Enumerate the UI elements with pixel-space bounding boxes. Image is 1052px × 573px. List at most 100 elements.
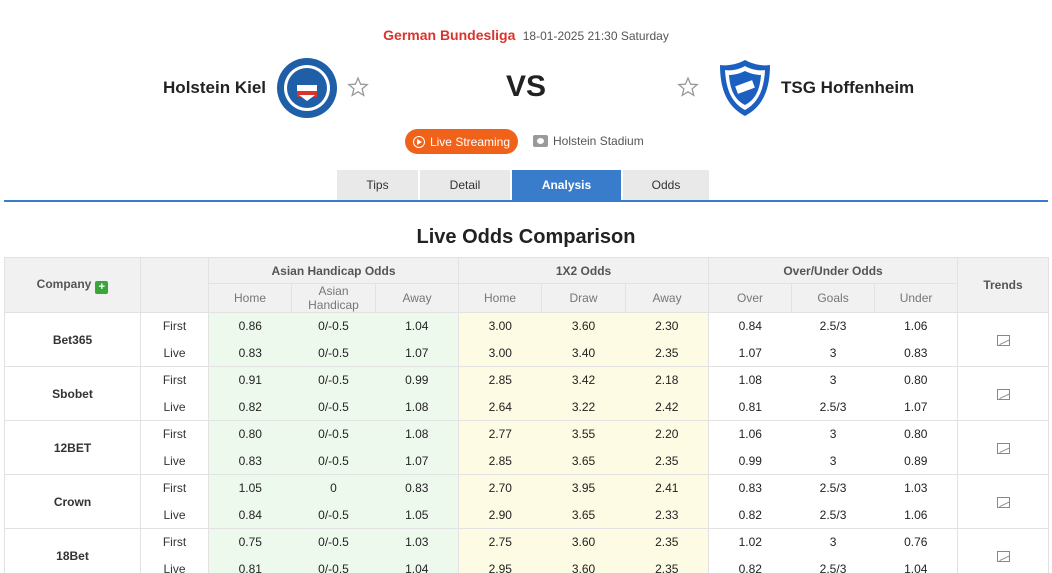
odds-value[interactable]: 2.95 xyxy=(458,555,542,573)
odds-value[interactable]: 0.81 xyxy=(708,393,792,421)
trend-cell[interactable] xyxy=(957,366,1050,421)
odds-value[interactable]: 1.08 xyxy=(375,420,459,448)
trend-chart-icon[interactable] xyxy=(996,551,1010,563)
odds-value[interactable]: 0.82 xyxy=(208,393,292,421)
odds-value[interactable]: 2.64 xyxy=(458,393,542,421)
odds-value[interactable]: 2.90 xyxy=(458,501,542,529)
odds-value[interactable]: 0.84 xyxy=(708,312,792,340)
odds-value[interactable]: 2.75 xyxy=(458,528,542,556)
odds-value[interactable]: 3.00 xyxy=(458,339,542,367)
odds-value[interactable]: 0.83 xyxy=(375,474,459,502)
odds-value[interactable]: 3.00 xyxy=(458,312,542,340)
odds-value[interactable]: 3.65 xyxy=(541,501,626,529)
odds-value[interactable]: 0/-0.5 xyxy=(291,366,376,394)
odds-value[interactable]: 3.40 xyxy=(541,339,626,367)
odds-value[interactable]: 0.89 xyxy=(874,447,958,475)
odds-value[interactable]: 2.35 xyxy=(625,447,709,475)
odds-value[interactable]: 3.60 xyxy=(541,555,626,573)
plus-icon[interactable]: + xyxy=(95,280,109,294)
odds-value[interactable]: 1.07 xyxy=(375,339,459,367)
odds-value[interactable]: 2.85 xyxy=(458,366,542,394)
odds-value[interactable]: 0.82 xyxy=(708,555,792,573)
odds-value[interactable]: 3.55 xyxy=(541,420,626,448)
holstein-kiel-logo-icon[interactable] xyxy=(276,57,338,119)
odds-value[interactable]: 0.80 xyxy=(874,366,958,394)
odds-value[interactable]: 3.65 xyxy=(541,447,626,475)
odds-value[interactable]: 0.86 xyxy=(208,312,292,340)
odds-value[interactable]: 3 xyxy=(791,447,875,475)
odds-value[interactable]: 2.18 xyxy=(625,366,709,394)
odds-value[interactable]: 1.08 xyxy=(375,393,459,421)
odds-value[interactable]: 2.5/3 xyxy=(791,474,875,502)
odds-value[interactable]: 0.80 xyxy=(874,420,958,448)
home-team-name[interactable]: Holstein Kiel xyxy=(163,78,266,97)
odds-value[interactable]: 1.02 xyxy=(708,528,792,556)
odds-value[interactable]: 0.84 xyxy=(208,501,292,529)
trend-cell[interactable] xyxy=(957,420,1050,475)
odds-value[interactable]: 0.83 xyxy=(874,339,958,367)
company-name[interactable]: Sbobet xyxy=(4,366,141,421)
odds-value[interactable]: 2.85 xyxy=(458,447,542,475)
odds-value[interactable]: 0.99 xyxy=(708,447,792,475)
odds-value[interactable]: 0/-0.5 xyxy=(291,339,376,367)
odds-value[interactable]: 2.33 xyxy=(625,501,709,529)
odds-value[interactable]: 0/-0.5 xyxy=(291,528,376,556)
odds-value[interactable]: 1.03 xyxy=(874,474,958,502)
odds-value[interactable]: 3.60 xyxy=(541,312,626,340)
odds-value[interactable]: 0 xyxy=(291,474,376,502)
odds-value[interactable]: 2.41 xyxy=(625,474,709,502)
odds-value[interactable]: 3.22 xyxy=(541,393,626,421)
trend-chart-icon[interactable] xyxy=(996,334,1010,346)
live-streaming-button[interactable]: Live Streaming xyxy=(405,129,518,154)
odds-value[interactable]: 1.08 xyxy=(708,366,792,394)
trend-cell[interactable] xyxy=(957,474,1050,529)
odds-value[interactable]: 0/-0.5 xyxy=(291,420,376,448)
trend-chart-icon[interactable] xyxy=(996,496,1010,508)
odds-value[interactable]: 0.82 xyxy=(708,501,792,529)
odds-value[interactable]: 3.42 xyxy=(541,366,626,394)
tab-analysis[interactable]: Analysis xyxy=(512,170,621,200)
odds-value[interactable]: 2.35 xyxy=(625,555,709,573)
odds-value[interactable]: 2.5/3 xyxy=(791,555,875,573)
odds-value[interactable]: 1.07 xyxy=(708,339,792,367)
odds-value[interactable]: 2.35 xyxy=(625,528,709,556)
odds-value[interactable]: 0.83 xyxy=(208,339,292,367)
odds-value[interactable]: 3 xyxy=(791,366,875,394)
odds-value[interactable]: 0.99 xyxy=(375,366,459,394)
odds-value[interactable]: 1.05 xyxy=(208,474,292,502)
odds-value[interactable]: 2.5/3 xyxy=(791,312,875,340)
odds-value[interactable]: 2.35 xyxy=(625,339,709,367)
trend-cell[interactable] xyxy=(957,528,1050,573)
odds-value[interactable]: 1.04 xyxy=(375,312,459,340)
odds-value[interactable]: 2.20 xyxy=(625,420,709,448)
odds-value[interactable]: 0/-0.5 xyxy=(291,501,376,529)
odds-value[interactable]: 3.60 xyxy=(541,528,626,556)
odds-value[interactable]: 1.05 xyxy=(375,501,459,529)
odds-value[interactable]: 2.77 xyxy=(458,420,542,448)
company-name[interactable]: 18Bet xyxy=(4,528,141,573)
odds-value[interactable]: 0.76 xyxy=(874,528,958,556)
company-name[interactable]: 12BET xyxy=(4,420,141,475)
odds-value[interactable]: 0/-0.5 xyxy=(291,555,376,573)
odds-value[interactable]: 1.04 xyxy=(375,555,459,573)
trend-cell[interactable] xyxy=(957,312,1050,367)
odds-value[interactable]: 0.80 xyxy=(208,420,292,448)
odds-value[interactable]: 0.83 xyxy=(208,447,292,475)
odds-value[interactable]: 3.95 xyxy=(541,474,626,502)
odds-value[interactable]: 0.83 xyxy=(708,474,792,502)
odds-value[interactable]: 0/-0.5 xyxy=(291,447,376,475)
league-name[interactable]: German Bundesliga xyxy=(383,27,516,43)
odds-value[interactable]: 1.06 xyxy=(874,501,958,529)
odds-value[interactable]: 0.75 xyxy=(208,528,292,556)
trend-chart-icon[interactable] xyxy=(996,442,1010,454)
odds-value[interactable]: 3 xyxy=(791,339,875,367)
company-name[interactable]: Bet365 xyxy=(4,312,141,367)
home-favorite-star-icon[interactable] xyxy=(347,76,369,98)
odds-value[interactable]: 3 xyxy=(791,420,875,448)
odds-value[interactable]: 0/-0.5 xyxy=(291,393,376,421)
odds-value[interactable]: 1.07 xyxy=(375,447,459,475)
tab-odds[interactable]: Odds xyxy=(623,170,709,200)
tab-tips[interactable]: Tips xyxy=(337,170,418,200)
away-team-name[interactable]: TSG Hoffenheim xyxy=(781,78,915,97)
odds-value[interactable]: 2.30 xyxy=(625,312,709,340)
